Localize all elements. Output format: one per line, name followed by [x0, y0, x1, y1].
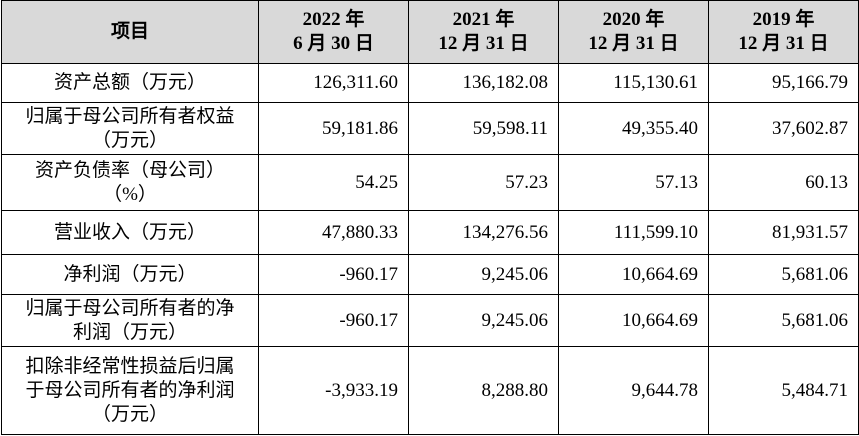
header-cell: 项目	[1, 0, 259, 64]
value-cell: 9,245.06	[408, 254, 559, 295]
header-text: 12 月 31 日	[738, 33, 829, 54]
value-cell: 8,288.80	[408, 346, 559, 435]
value-cell: -3,933.19	[258, 346, 409, 435]
header-text: 项目	[110, 21, 149, 42]
header-text: 12 月 31 日	[588, 33, 679, 54]
label-text: 扣除非经常性损益后归属	[25, 355, 235, 377]
value-cell: 136,182.08	[408, 63, 559, 103]
value-cell: 115,130.61	[558, 63, 709, 103]
label-text: 利润（万元）	[72, 321, 187, 343]
header-text: 2019 年	[752, 9, 815, 30]
label-text: （万元）	[91, 129, 168, 151]
table-row: 归属于母公司所有者的净 利润（万元） -960.17 9,245.06 10,664.6…	[1, 294, 859, 347]
row-label: 归属于母公司所有者权益 （万元）	[1, 102, 259, 155]
value-cell: 95,166.79	[708, 63, 859, 103]
value-cell: 126,311.60	[258, 63, 409, 103]
header-cell: 2022 年 6 月 30 日	[258, 0, 409, 64]
value-cell: 5,681.06	[708, 294, 859, 347]
value-cell: 9,245.06	[408, 294, 559, 347]
value-cell: 10,664.69	[558, 294, 709, 347]
row-label: 营业收入（万元）	[1, 210, 259, 255]
label-text: 资产负债率（母公司）	[34, 159, 225, 181]
table-row: 归属于母公司所有者权益 （万元） 59,181.86 59,598.11 49,355.…	[1, 102, 859, 155]
label-text: （%）	[103, 183, 157, 205]
value-cell: -960.17	[258, 254, 409, 295]
header-cell: 2019 年 12 月 31 日	[708, 0, 859, 64]
header-cell: 2021 年 12 月 31 日	[408, 0, 559, 64]
header-row: 项目 2022 年 6 月 30 日 2021 年 12 月 31 日 2020 年 12 …	[1, 0, 859, 64]
header-text: 2022 年	[302, 9, 365, 30]
label-text: 资产总额（万元）	[53, 72, 206, 93]
label-text: 净利润（万元）	[63, 263, 197, 285]
label-text: （万元）	[91, 403, 168, 425]
value-cell: 60.13	[708, 154, 859, 211]
value-cell: 54.25	[258, 154, 409, 211]
table-row: 资产负债率（母公司） （%） 54.25 57.23 57.13 60.13	[1, 154, 859, 211]
value-cell: 10,664.69	[558, 254, 709, 295]
value-cell: 59,181.86	[258, 102, 409, 155]
table-row: 扣除非经常性损益后归属 于母公司所有者的净利润 （万元） -3,933.19 8,288…	[1, 346, 859, 435]
header-cell: 2020 年 12 月 31 日	[558, 0, 709, 64]
table-body: 资产总额（万元） 126,311.60 136,182.08 115,130.61 95…	[1, 63, 859, 435]
label-text: 归属于母公司所有者的净	[25, 297, 235, 319]
value-cell: 57.23	[408, 154, 559, 211]
value-cell: 47,880.33	[258, 210, 409, 255]
value-cell: 49,355.40	[558, 102, 709, 155]
value-cell: 111,599.10	[558, 210, 709, 255]
row-label: 资产负债率（母公司） （%）	[1, 154, 259, 211]
label-text: 营业收入（万元）	[53, 221, 206, 243]
header-text: 6 月 30 日	[293, 33, 374, 54]
value-cell: 37,602.87	[708, 102, 859, 155]
label-text: 于母公司所有者的净利润	[25, 379, 235, 401]
row-label: 扣除非经常性损益后归属 于母公司所有者的净利润 （万元）	[1, 346, 259, 435]
table-row: 净利润（万元） -960.17 9,245.06 10,664.69 5,681.06	[1, 254, 859, 295]
value-cell: 5,681.06	[708, 254, 859, 295]
value-cell: 134,276.56	[408, 210, 559, 255]
header-text: 2021 年	[452, 9, 515, 30]
value-cell: 57.13	[558, 154, 709, 211]
row-label: 资产总额（万元）	[1, 63, 259, 103]
value-cell: 9,644.78	[558, 346, 709, 435]
table-row: 营业收入（万元） 47,880.33 134,276.56 111,599.10 81,…	[1, 210, 859, 255]
label-text: 归属于母公司所有者权益	[25, 105, 235, 127]
header-text: 2020 年	[602, 9, 665, 30]
value-cell: -960.17	[258, 294, 409, 347]
value-cell: 59,598.11	[408, 102, 559, 155]
row-label: 净利润（万元）	[1, 254, 259, 295]
value-cell: 81,931.57	[708, 210, 859, 255]
header-text: 12 月 31 日	[438, 33, 529, 54]
row-label: 归属于母公司所有者的净 利润（万元）	[1, 294, 259, 347]
table-row: 资产总额（万元） 126,311.60 136,182.08 115,130.61 95…	[1, 63, 859, 103]
value-cell: 5,484.71	[708, 346, 859, 435]
